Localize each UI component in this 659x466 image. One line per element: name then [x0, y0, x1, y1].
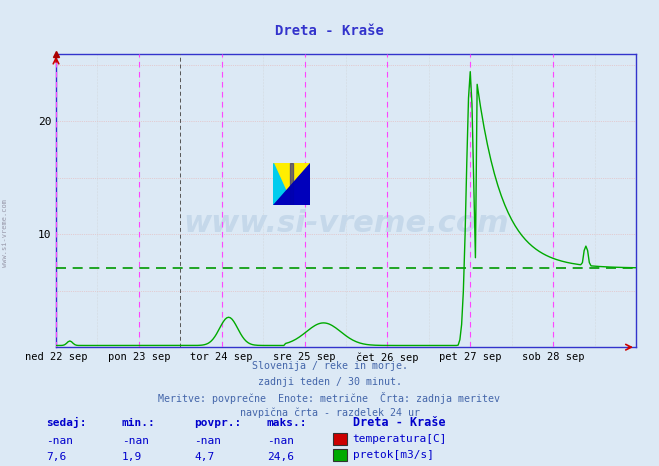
Text: -nan: -nan	[194, 436, 221, 446]
Text: min.:: min.:	[122, 418, 156, 428]
Text: www.si-vreme.com: www.si-vreme.com	[183, 209, 509, 239]
Text: -nan: -nan	[267, 436, 294, 446]
Polygon shape	[290, 163, 293, 205]
Polygon shape	[273, 163, 310, 205]
Text: maks.:: maks.:	[267, 418, 307, 428]
Text: povpr.:: povpr.:	[194, 418, 242, 428]
Text: navpična črta - razdelek 24 ur: navpična črta - razdelek 24 ur	[239, 407, 420, 418]
Text: -nan: -nan	[122, 436, 149, 446]
Text: Slovenija / reke in morje.: Slovenija / reke in morje.	[252, 361, 407, 371]
Text: Meritve: povprečne  Enote: metrične  Črta: zadnja meritev: Meritve: povprečne Enote: metrične Črta:…	[159, 392, 500, 404]
Polygon shape	[273, 163, 310, 205]
Text: 4,7: 4,7	[194, 452, 215, 462]
Text: temperatura[C]: temperatura[C]	[353, 434, 447, 444]
Text: 7,6: 7,6	[46, 452, 67, 462]
Text: zadnji teden / 30 minut.: zadnji teden / 30 minut.	[258, 377, 401, 386]
Text: -nan: -nan	[46, 436, 73, 446]
Text: Dreta - Kraše: Dreta - Kraše	[353, 417, 445, 429]
Text: www.si-vreme.com: www.si-vreme.com	[2, 199, 9, 267]
Polygon shape	[273, 163, 291, 205]
Text: sedaj:: sedaj:	[46, 418, 86, 428]
Text: Dreta - Kraše: Dreta - Kraše	[275, 24, 384, 38]
Text: pretok[m3/s]: pretok[m3/s]	[353, 450, 434, 460]
Text: 1,9: 1,9	[122, 452, 142, 462]
Text: 24,6: 24,6	[267, 452, 294, 462]
